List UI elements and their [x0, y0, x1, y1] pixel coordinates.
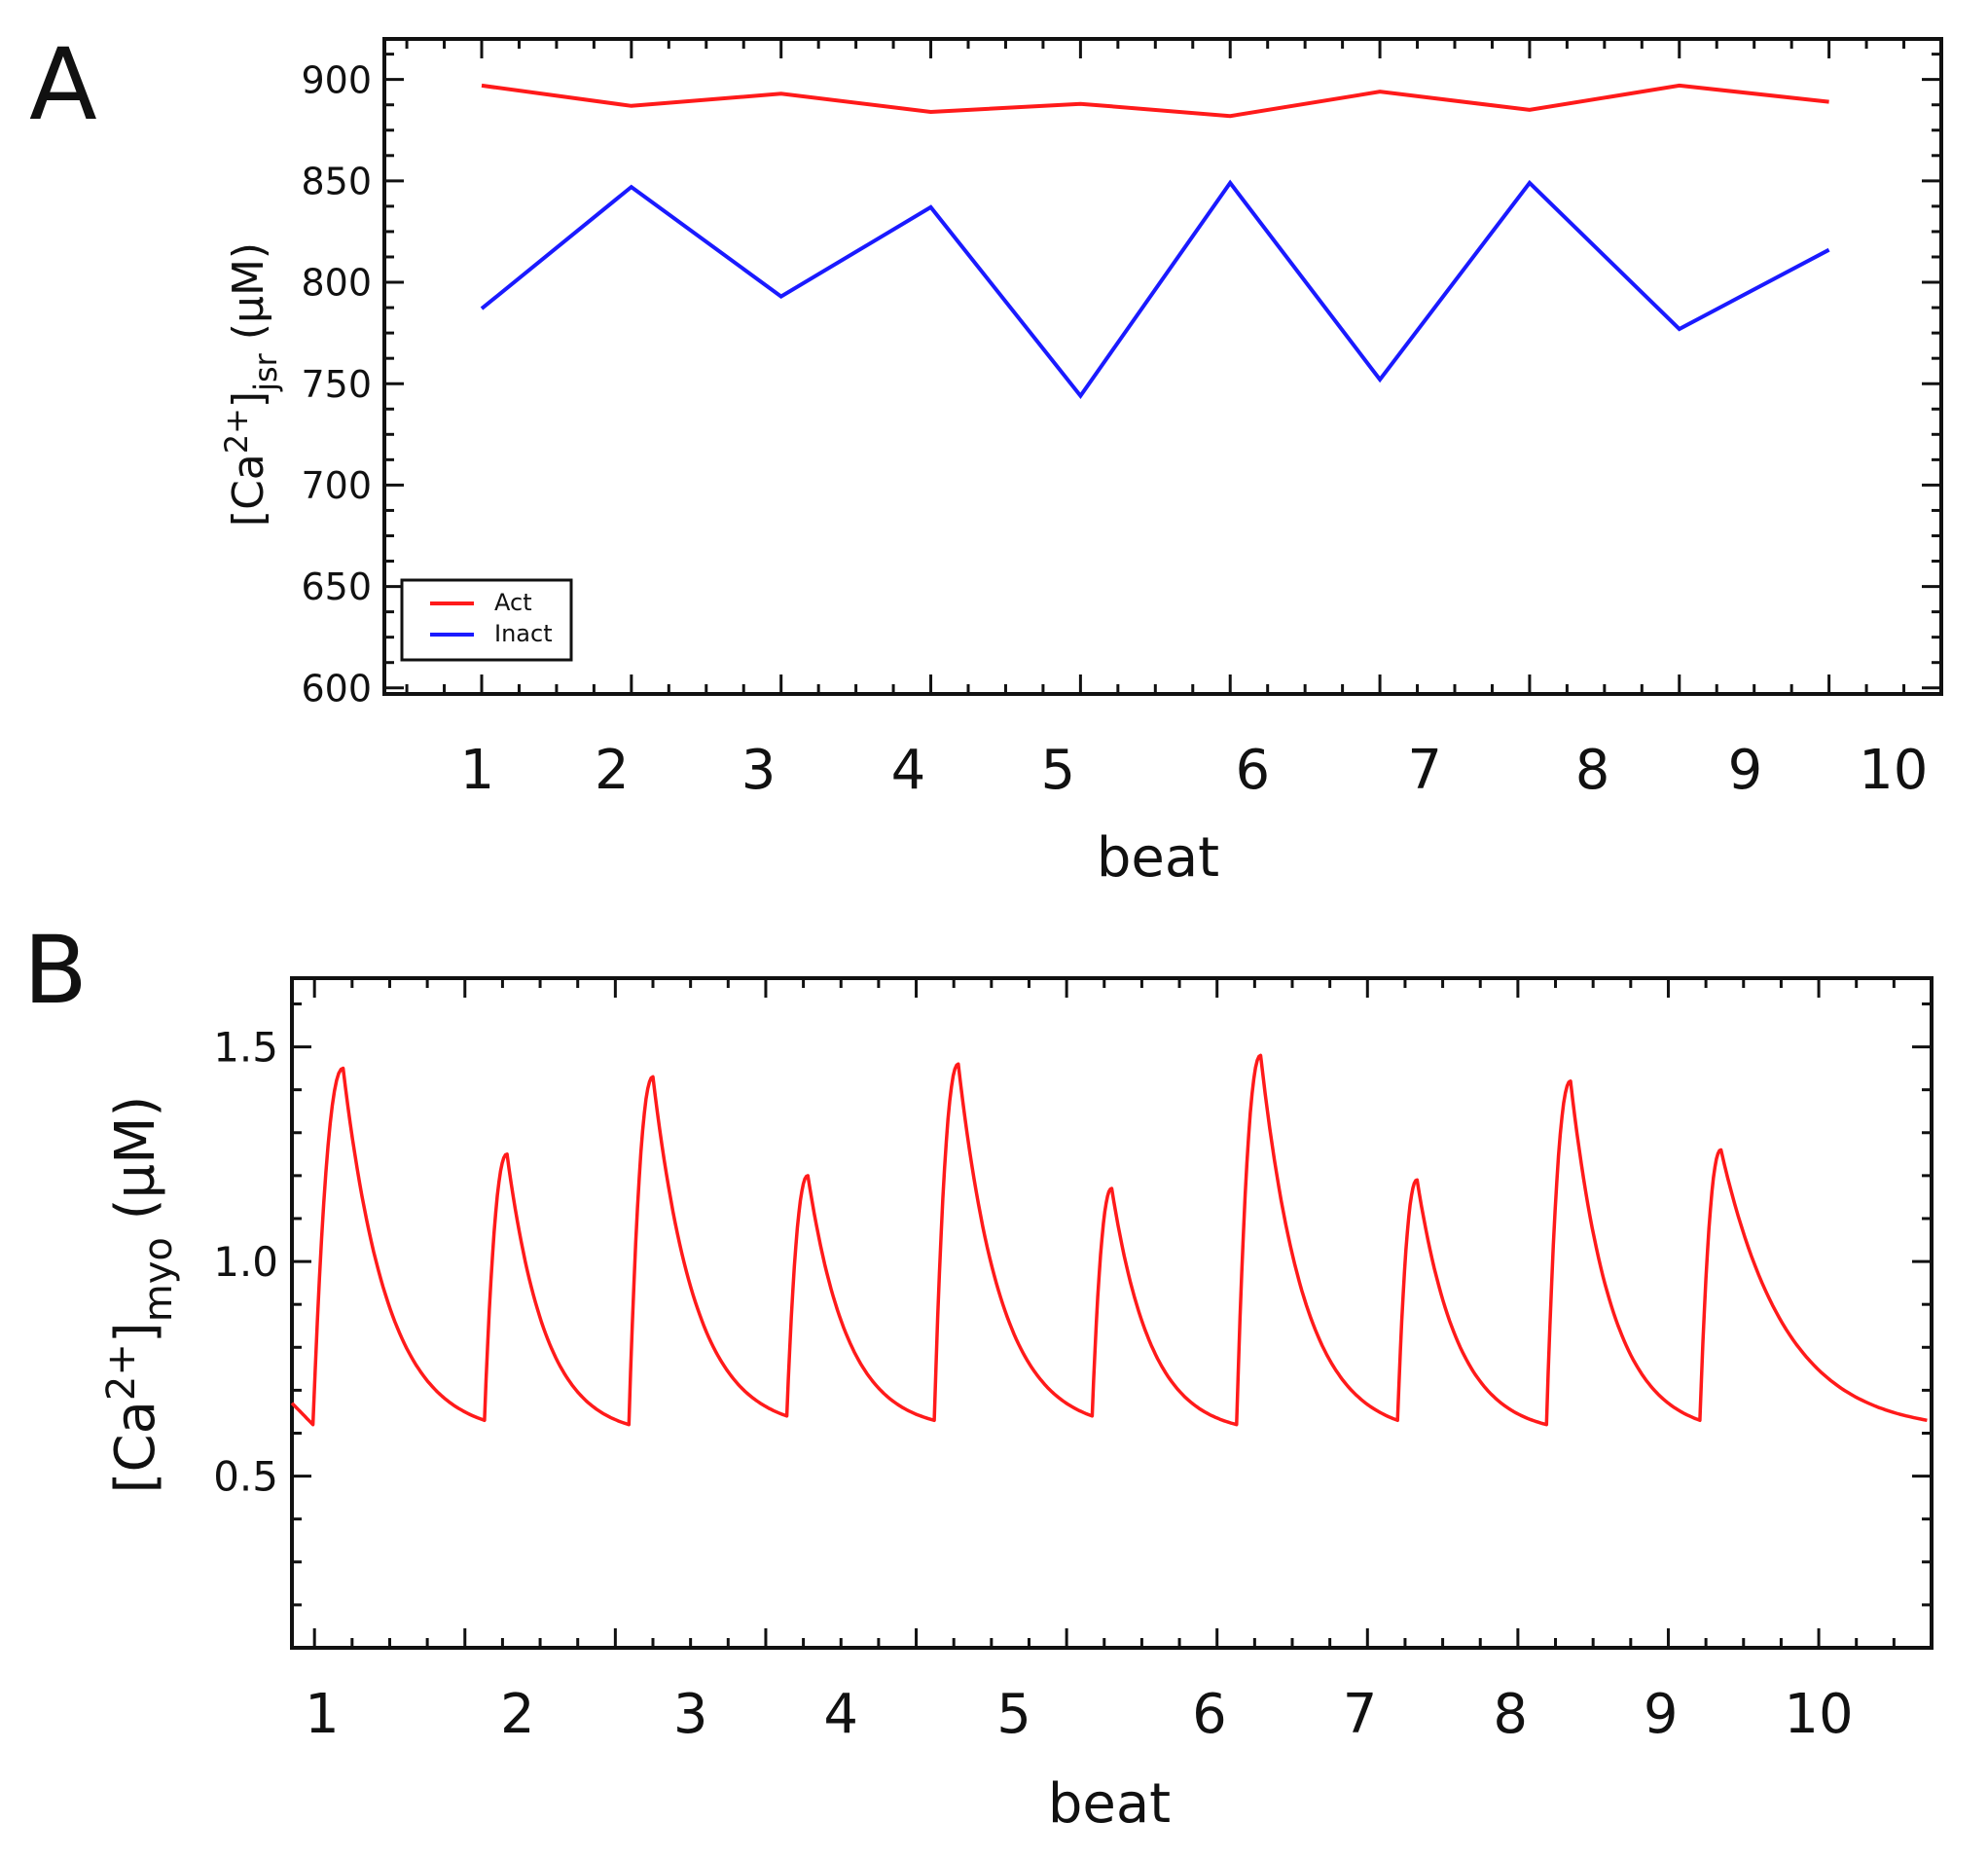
panel-b-x-tick-label: 4: [823, 1683, 858, 1746]
panel-a-x-tick-label: 1: [460, 739, 495, 802]
series-line-ca-myo: [290, 1053, 1928, 1427]
panel-a-x-tick-label: 5: [1040, 739, 1075, 802]
svg-text:[Ca2+]myo (µM): [Ca2+]myo (µM): [99, 1096, 181, 1494]
panel-a-legend: Act Inact: [400, 578, 573, 662]
panel-a-y-tick-label: 600: [301, 667, 372, 710]
panel-b-x-tick-label: 7: [1343, 1683, 1378, 1746]
panel-a-x-axis-title: beat: [1097, 826, 1219, 890]
panel-a-x-tick-label: 7: [1407, 739, 1442, 802]
panel-a-x-tick-label: 3: [741, 739, 777, 802]
panel-b: B [Ca2+]myo (µM) 0.5 1.0 1.5 1 2 3 4 5 6 7 8 9 10 b…: [23, 916, 1934, 1836]
panel-a-y-title-unit: (µM): [224, 242, 273, 353]
panel-a-y-title-close: ]: [224, 391, 273, 408]
panel-a-y-tick-label: 750: [301, 363, 372, 406]
panel-a-y-tick-labels: 600 650 700 750 800 850 900: [301, 58, 372, 710]
panel-b-y-title-sup: 2+: [99, 1343, 144, 1401]
panel-b-y-axis-title: [Ca2+]myo (µM): [99, 1096, 181, 1494]
panel-a-x-tick-label: 2: [595, 739, 630, 802]
panel-b-x-tick-label: 9: [1644, 1683, 1679, 1746]
panel-b-x-tick-label: 6: [1192, 1683, 1227, 1746]
panel-b-y-title-sub: myo: [136, 1237, 181, 1322]
panel-b-x-tick-labels: 1 2 3 4 5 6 7 8 9 10: [305, 1683, 1854, 1746]
panel-a-label: A: [29, 27, 97, 143]
panel-a-y-axis-title: [Ca2+]jsr (µM): [218, 242, 284, 527]
panel-b-x-tick-label: 5: [996, 1683, 1031, 1746]
panel-b-y-tick-labels: 0.5 1.0 1.5: [213, 1024, 278, 1501]
panel-b-x-tick-label: 2: [500, 1683, 535, 1746]
panel-b-y-title-main: [Ca: [104, 1401, 167, 1493]
panel-a-y-title-sub: jsr: [247, 352, 284, 392]
panel-a-x-tick-label: 6: [1235, 739, 1270, 802]
panel-b-y-tick-label: 1.5: [213, 1024, 278, 1072]
panel-b-label: B: [23, 916, 88, 1025]
panel-b-y-tick-label: 1.0: [213, 1238, 278, 1286]
panel-a-legend-box: [400, 578, 573, 662]
panel-a-plot-area: [382, 37, 1943, 696]
series-line-act: [481, 83, 1829, 119]
svg-text:[Ca2+]jsr (µM): [Ca2+]jsr (µM): [218, 242, 284, 527]
panel-a-x-tick-label: 9: [1728, 739, 1763, 802]
panel-b-x-tick-label: 10: [1784, 1683, 1853, 1746]
panel-a-y-title-sup: 2+: [218, 408, 255, 454]
panel-a-y-tick-label: 700: [301, 464, 372, 507]
panel-a-x-tick-label: 4: [891, 739, 926, 802]
panel-b-frame: [290, 976, 1934, 1650]
panel-a: A [Ca2+]jsr (µM) 600 650 700 750 800 850 900 1…: [29, 27, 1943, 890]
panel-b-x-tick-label: 3: [673, 1683, 708, 1746]
panel-b-y-title-unit: (µM): [104, 1096, 167, 1237]
legend-label-inact: Inact: [494, 620, 553, 647]
panel-b-x-tick-label: 8: [1493, 1683, 1528, 1746]
panel-b-plot-area: [290, 976, 1934, 1650]
panel-b-x-tick-label: 1: [305, 1683, 340, 1746]
panel-a-y-tick-label: 850: [301, 161, 372, 203]
panel-b-y-tick-label: 0.5: [213, 1453, 278, 1501]
panel-a-y-tick-label: 650: [301, 565, 372, 608]
panel-a-x-tick-label: 8: [1575, 739, 1610, 802]
panel-a-frame: [382, 37, 1943, 696]
legend-label-act: Act: [494, 589, 532, 616]
panel-b-x-axis-title: beat: [1048, 1772, 1171, 1836]
panel-a-y-tick-label: 800: [301, 262, 372, 305]
series-line-inact: [480, 179, 1830, 400]
panel-a-y-tick-label: 900: [301, 58, 372, 101]
panel-a-x-tick-label: 10: [1859, 739, 1928, 802]
panel-a-y-title-main: [Ca: [224, 454, 273, 527]
panel-b-y-title-close: ]: [104, 1322, 167, 1343]
panel-a-x-tick-labels: 1 2 3 4 5 6 7 8 9 10: [460, 739, 1929, 802]
